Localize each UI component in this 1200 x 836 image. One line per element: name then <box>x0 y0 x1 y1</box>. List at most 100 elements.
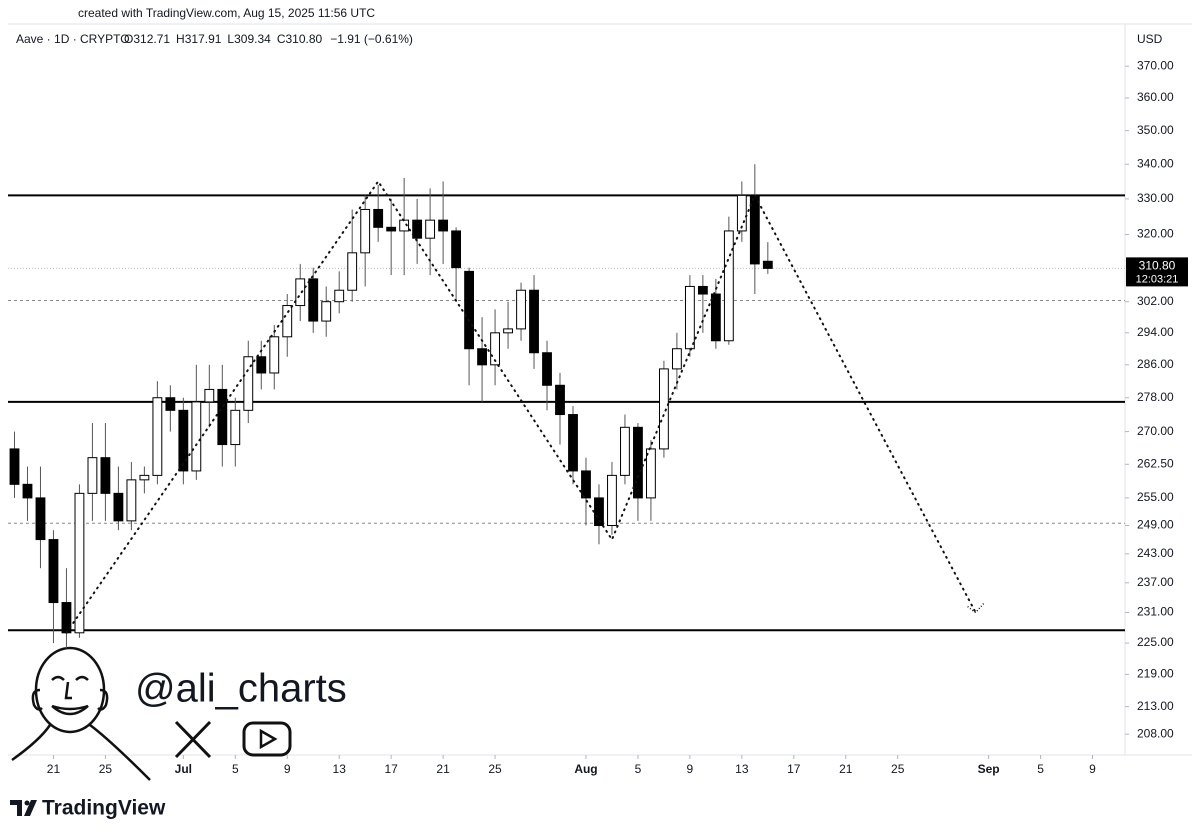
y-tick-label: 208.00 <box>1137 726 1174 740</box>
candle-body <box>48 539 59 604</box>
candle-body <box>9 448 20 485</box>
candle-body <box>373 208 384 228</box>
candle-body <box>152 397 163 476</box>
x-tick-label: 25 <box>488 762 502 776</box>
candle-body <box>22 483 33 499</box>
x-tick-label: 25 <box>99 762 113 776</box>
candle-body <box>386 226 397 232</box>
x-tick-label: 21 <box>839 762 853 776</box>
candle-body <box>191 401 202 472</box>
candle-body <box>568 414 578 472</box>
youtube-icon <box>242 721 292 757</box>
y-tick-label: 302.00 <box>1137 294 1174 308</box>
y-tick-label: 320.00 <box>1137 227 1174 241</box>
candle-body <box>542 352 552 386</box>
candle-body <box>308 278 319 322</box>
x-tick-label: 17 <box>787 762 801 776</box>
candle-body <box>113 492 124 522</box>
candle-body <box>633 426 643 499</box>
y-tick-label: 237.00 <box>1137 575 1174 589</box>
y-tick-label: 213.00 <box>1137 699 1174 713</box>
candle-body <box>126 479 137 522</box>
x-tick-label: Jul <box>175 762 192 776</box>
symbol: Aave · 1D · CRYPTO <box>16 32 130 46</box>
legend-key: O <box>124 32 133 46</box>
handle: @ali_charts <box>135 667 347 711</box>
candle-body <box>347 252 358 291</box>
y-tick-label: 262.50 <box>1137 456 1174 470</box>
candle-body <box>269 336 280 374</box>
currency: USD <box>1137 32 1163 46</box>
price-label: 310.80 <box>1139 259 1176 273</box>
projection <box>65 179 977 634</box>
price-countdown: 12:03:21 <box>1136 273 1179 285</box>
candle-body <box>658 368 669 450</box>
legend-value: 309.34 <box>234 32 271 46</box>
x-icon <box>174 720 212 759</box>
candle-body <box>762 260 773 269</box>
candle-body <box>100 457 111 494</box>
candle-body <box>321 301 332 322</box>
y-tick-label: 219.00 <box>1137 667 1174 681</box>
candle-body <box>529 289 539 354</box>
candle-body <box>74 492 85 634</box>
price-label-box <box>1126 257 1188 287</box>
y-tick-label: 243.00 <box>1137 546 1174 560</box>
candle-body <box>736 194 747 232</box>
candle-body <box>425 219 436 239</box>
candle-body <box>256 356 267 374</box>
watermark: created with TradingView.com, Aug 15, 20… <box>78 6 375 20</box>
y-tick-label: 270.00 <box>1137 424 1174 438</box>
y-tick-label: 350.00 <box>1137 123 1174 137</box>
x-tick-label: 21 <box>47 762 61 776</box>
candle-body <box>35 497 46 541</box>
candle-body <box>139 474 150 481</box>
x-tick-label: 5 <box>1037 762 1044 776</box>
legend-change: −1.91 (−0.61%) <box>330 32 413 46</box>
legend-value: 317.91 <box>185 32 222 46</box>
candle-body <box>438 219 449 232</box>
y-tick-label: 249.00 <box>1137 518 1174 532</box>
projection-arrow <box>967 603 985 614</box>
candle-body <box>581 470 591 499</box>
candle-body <box>477 348 487 366</box>
candle-body <box>684 285 695 350</box>
x-tick-label: 13 <box>333 762 347 776</box>
y-tick-label: 360.00 <box>1137 90 1174 104</box>
x-tick-label: 9 <box>1089 762 1096 776</box>
candle-body <box>607 474 617 527</box>
brand-logo <box>10 800 37 816</box>
x-tick-label: 9 <box>284 762 291 776</box>
candle-body <box>620 426 630 476</box>
candle-body <box>723 230 734 342</box>
y-tick-label: 294.00 <box>1137 325 1174 339</box>
candle-body <box>204 388 215 403</box>
candle-body <box>87 457 98 494</box>
candle-body <box>451 230 462 269</box>
legend-key: L <box>227 32 234 46</box>
y-tick-label: 225.00 <box>1137 635 1174 649</box>
candle-body <box>749 194 760 265</box>
candle-body <box>697 285 708 295</box>
candle-body <box>671 348 682 370</box>
avatar <box>11 646 151 781</box>
legend-value: 310.80 <box>285 32 322 46</box>
x-tick-label: Sep <box>978 762 1000 776</box>
y-tick-label: 370.00 <box>1137 58 1174 72</box>
candle-body <box>464 270 475 350</box>
x-tick-label: 17 <box>384 762 398 776</box>
legend: O 312.71 H 317.91 L 309.34 C 310.80 −1.91 (−0.61… <box>124 32 413 46</box>
candle-body <box>503 328 513 334</box>
candle-body <box>243 356 254 411</box>
candle-body <box>334 289 345 303</box>
y-tick-label: 278.00 <box>1137 390 1174 404</box>
y-tick-label: 340.00 <box>1137 156 1174 170</box>
candle-body <box>230 409 241 446</box>
candle-body <box>555 384 565 416</box>
legend-key: C <box>277 32 286 46</box>
candle-body <box>165 397 176 411</box>
candle-body <box>412 219 423 239</box>
legend-value: 312.71 <box>133 32 170 46</box>
